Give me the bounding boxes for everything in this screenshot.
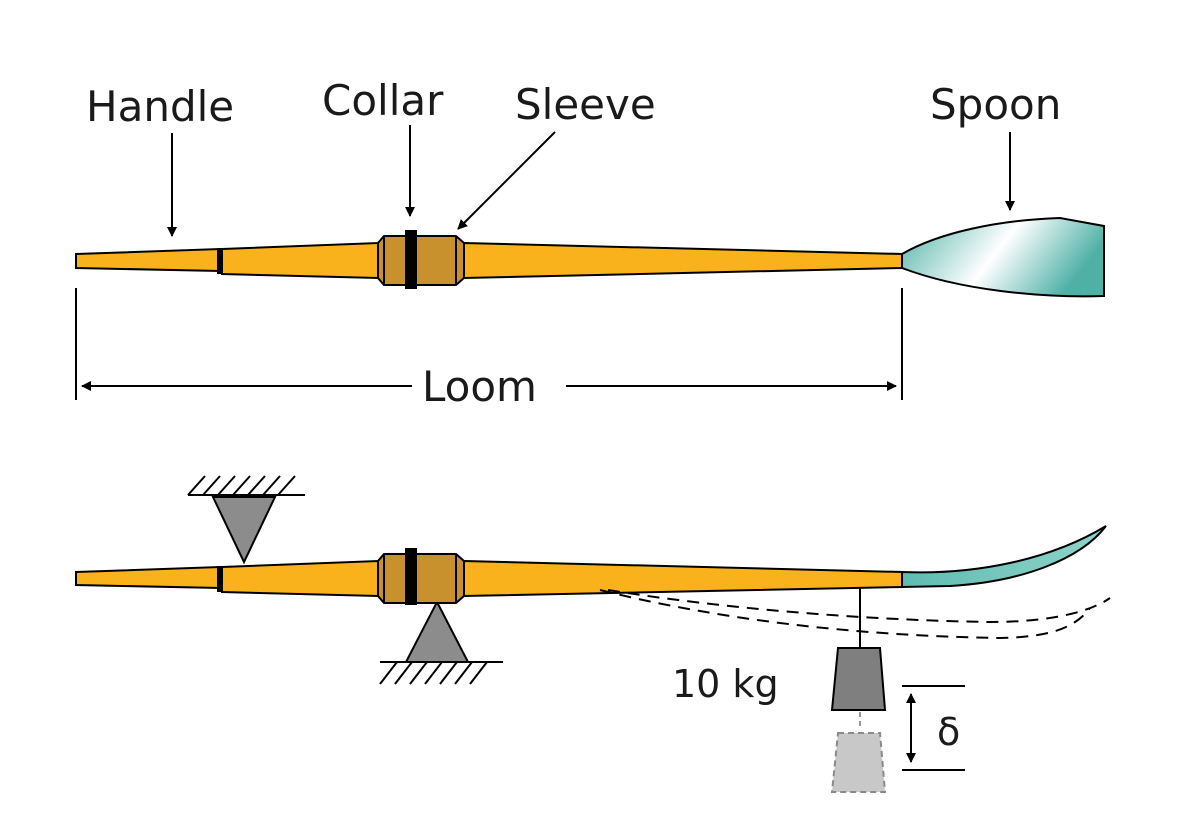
weight-block-ghost — [830, 732, 887, 793]
bottom-support-triangle — [404, 599, 470, 663]
sleeve-arrow — [457, 131, 556, 230]
loom-outer-shape — [463, 241, 903, 280]
collar-shape — [405, 230, 417, 289]
loom-outer-shape-bottom — [463, 559, 903, 598]
top-support-triangle — [211, 496, 277, 565]
handle-shape-bottom — [75, 565, 221, 590]
spoon-shape-bottom — [901, 525, 1107, 589]
loom-inner-shape-bottom — [221, 559, 379, 598]
loom-dimension — [75, 288, 903, 400]
spoon-shape — [901, 216, 1105, 298]
handle-label: Handle — [86, 82, 234, 131]
sleeve-shape-bottom — [377, 553, 465, 604]
spoon-label: Spoon — [930, 80, 1061, 129]
handle-separator — [217, 248, 222, 274]
oar-top — [75, 216, 1105, 298]
bottom-fixed-support — [379, 599, 503, 685]
handle-separator-bottom — [217, 566, 222, 592]
collar-shape-bottom — [405, 548, 417, 605]
deflection-label: δ — [937, 710, 960, 754]
loom-inner-shape — [221, 241, 379, 280]
handle-shape — [75, 247, 221, 273]
sleeve-shape — [377, 235, 465, 286]
top-fixed-support — [187, 475, 305, 565]
label-arrows — [167, 125, 1015, 237]
collar-label: Collar — [322, 76, 444, 125]
sleeve-label: Sleeve — [515, 80, 656, 129]
deflection-dimension — [902, 685, 965, 771]
weight-block — [830, 647, 887, 711]
mass-label: 10 kg — [672, 662, 779, 706]
oar-bottom — [75, 525, 1107, 605]
deflected-shape — [599, 589, 1111, 640]
loom-label: Loom — [422, 362, 537, 411]
